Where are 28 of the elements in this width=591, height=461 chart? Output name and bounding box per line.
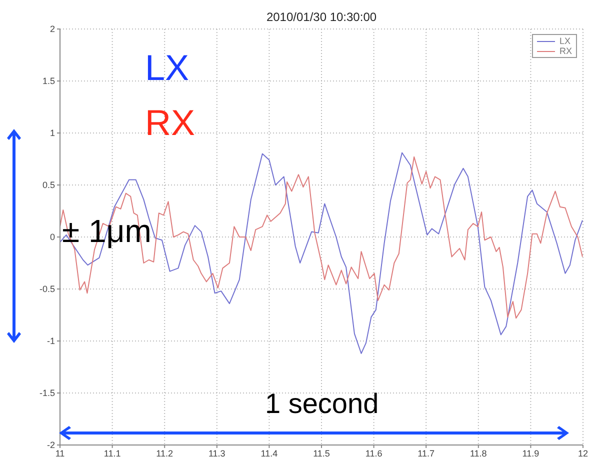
y-tick-label: -2 <box>46 440 55 450</box>
y-tick-label: 0 <box>50 232 55 242</box>
x-tick-label: 11.3 <box>208 448 226 458</box>
x-tick-label: 11.4 <box>260 448 278 458</box>
x-tick-label: 11.7 <box>418 448 435 458</box>
x-tick-label: 11.8 <box>470 448 487 458</box>
y-tick-label: 0.5 <box>42 180 55 190</box>
chart-title: 2010/01/30 10:30:00 <box>265 10 378 24</box>
annotation: LX <box>145 47 190 88</box>
x-tick-label: 11.5 <box>313 448 330 458</box>
y-tick-label: 1 <box>50 128 55 138</box>
y-tick-label: -0.5 <box>39 284 55 294</box>
annotation: 1 second <box>265 388 379 419</box>
legend-label: LX <box>559 36 570 46</box>
line-series <box>60 156 583 319</box>
y-tick-label: -1.5 <box>39 388 55 398</box>
annotation: RX <box>145 102 196 143</box>
y-tick-label: 2 <box>50 24 55 34</box>
x-tick-label: 11.2 <box>156 448 174 458</box>
legend-label: RX <box>559 46 572 56</box>
x-tick-label: 11.1 <box>104 448 121 458</box>
y-tick-label: -1 <box>46 336 55 346</box>
line-series <box>60 152 583 354</box>
x-tick-label: 11.6 <box>365 448 382 458</box>
x-tick-label: 11.9 <box>522 448 540 458</box>
x-tick-label: 11 <box>55 448 65 458</box>
y-tick-label: 1.5 <box>42 76 55 86</box>
x-tick-label: 12 <box>578 448 588 458</box>
